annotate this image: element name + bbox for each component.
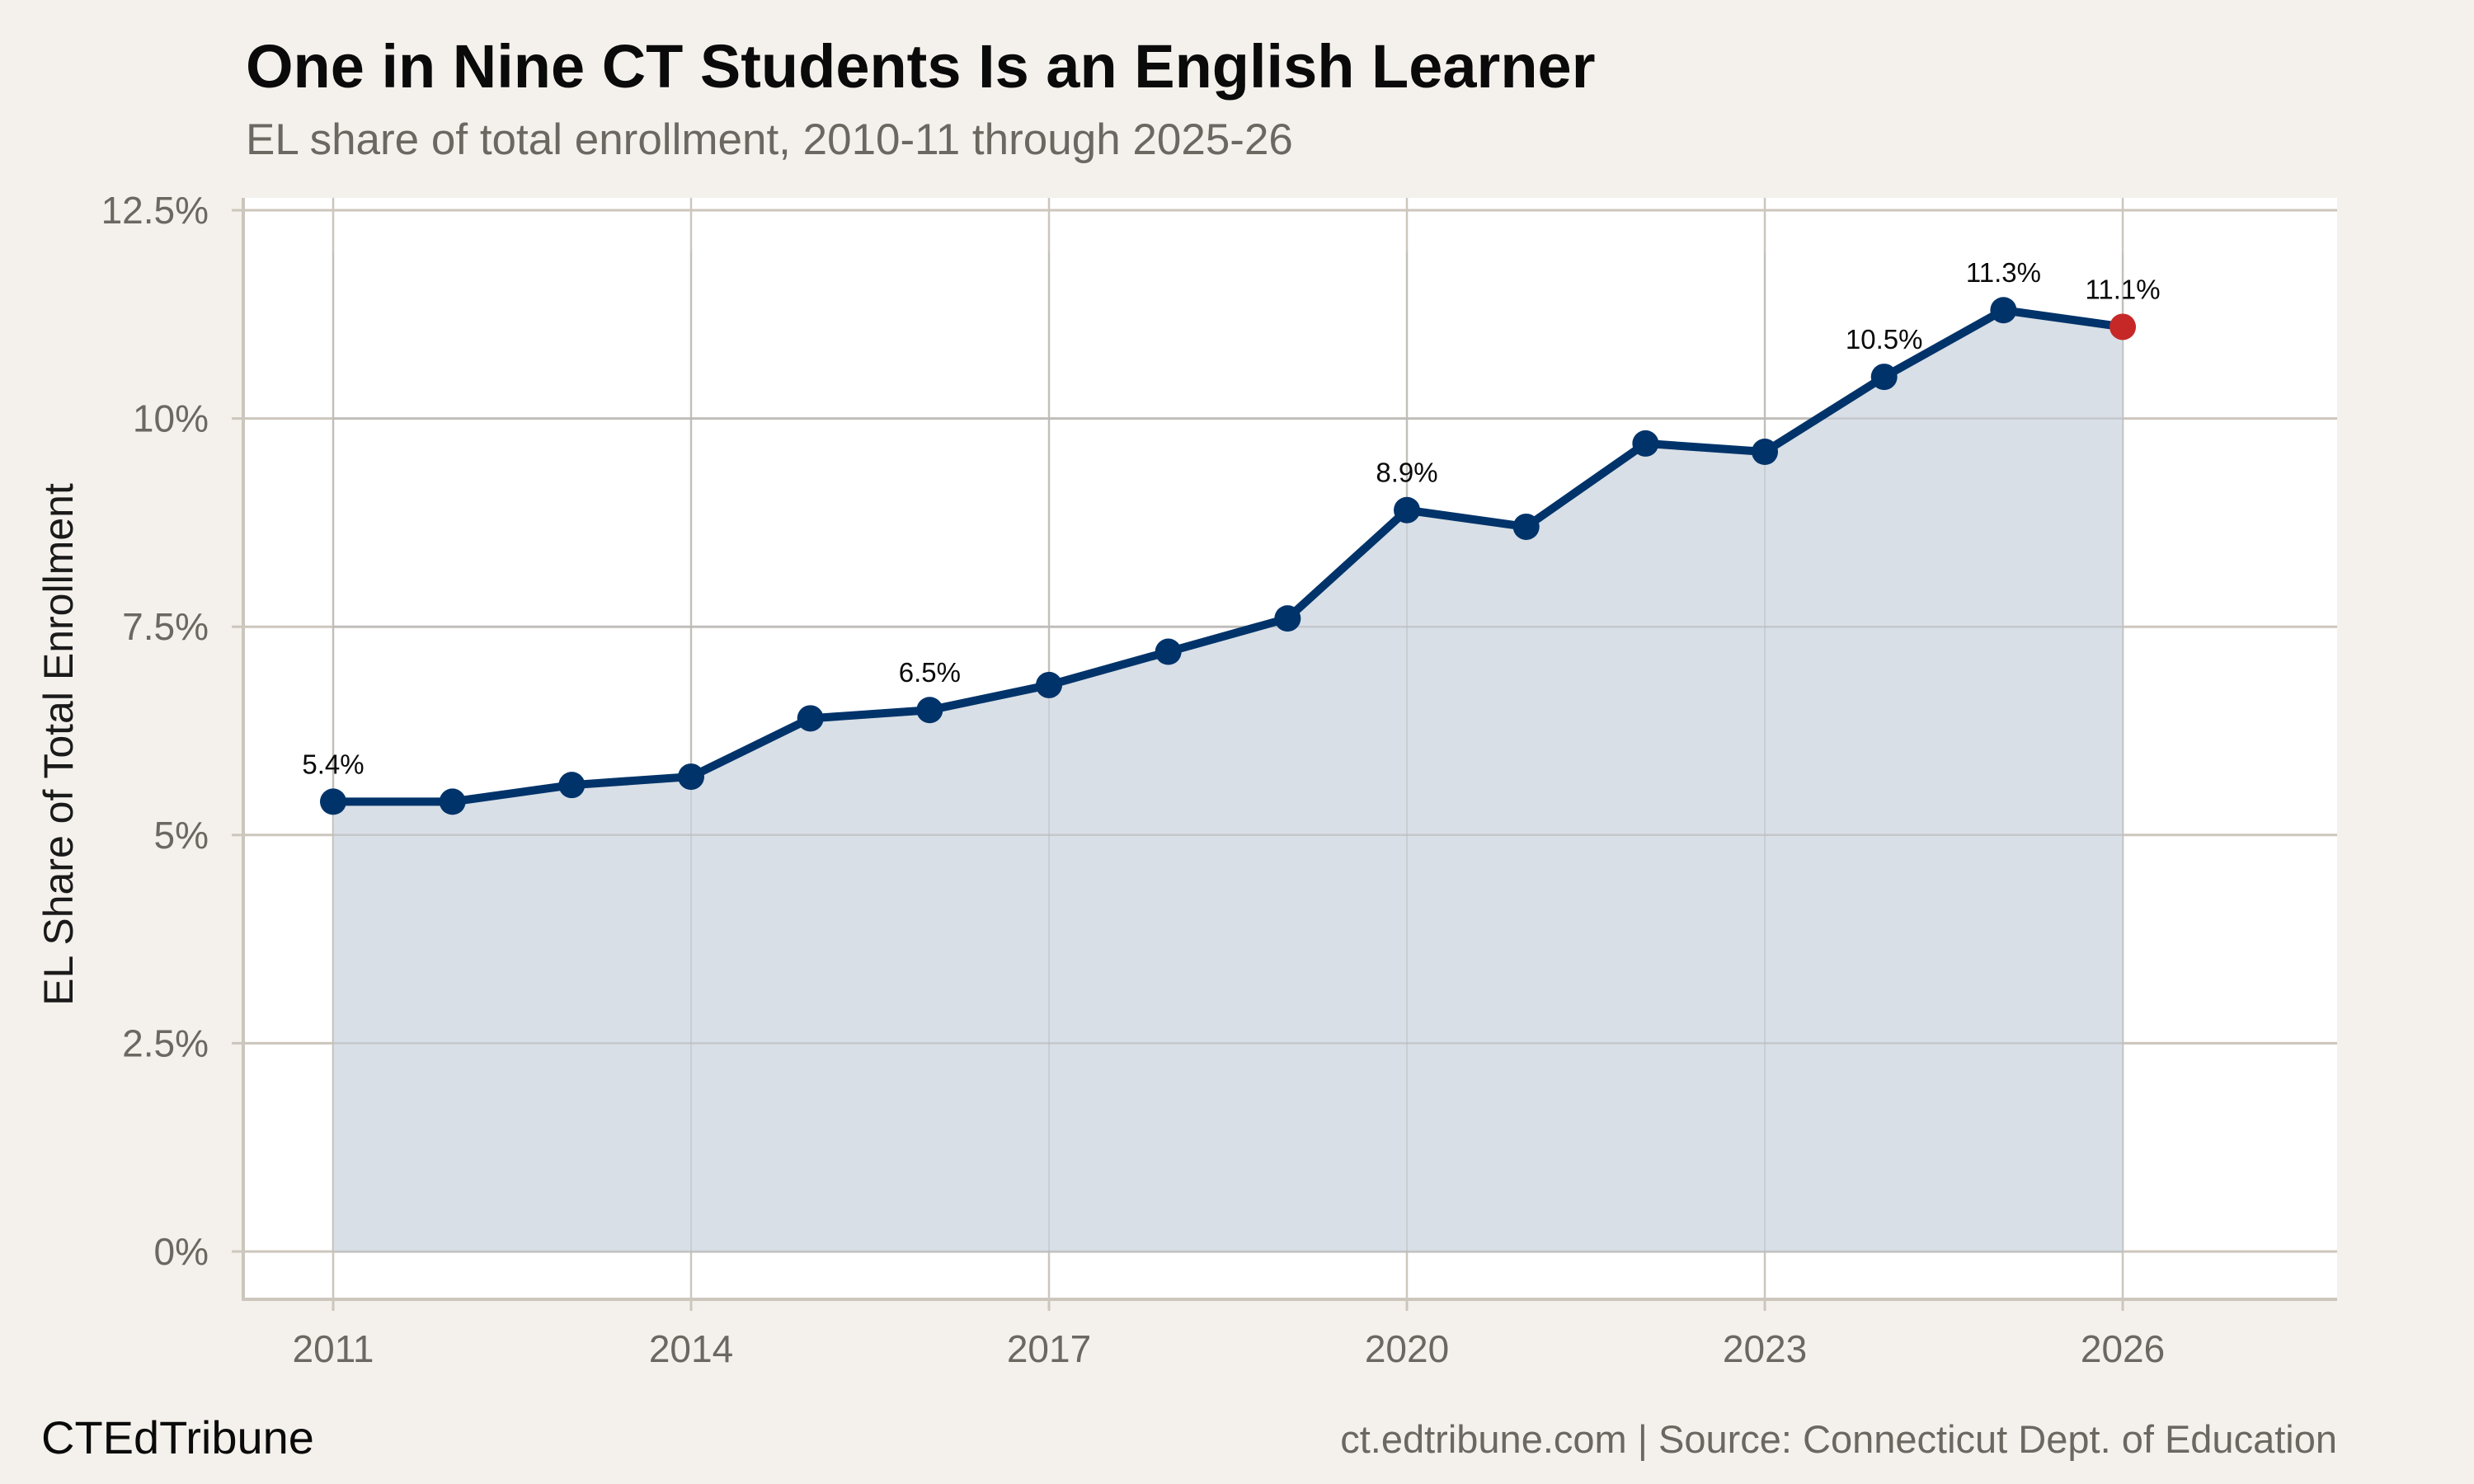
x-tick-label: 2011	[293, 1327, 374, 1370]
data-point	[916, 697, 943, 724]
tick-labels: 0% 2.5% 5% 7.5% 10% 12.5% 2011 2014 2017 2020 2023…	[101, 189, 2166, 1370]
x-tick-label: 2014	[649, 1327, 733, 1370]
data-points	[320, 297, 2137, 815]
data-point	[1870, 364, 1898, 391]
data-point	[678, 763, 705, 791]
y-tick-label: 12.5%	[101, 189, 209, 232]
data-point	[558, 772, 586, 799]
data-label: 6.5%	[899, 657, 961, 688]
brand-logo-text: CTEdTribune	[41, 1411, 314, 1463]
data-point	[320, 788, 346, 815]
data-point	[1274, 605, 1301, 632]
data-point	[1394, 496, 1421, 524]
area-fill	[333, 310, 2124, 1252]
data-point	[1036, 671, 1063, 698]
y-tick-label: 5%	[154, 814, 209, 857]
highlight-point	[2109, 313, 2137, 340]
data-label: 5.4%	[302, 749, 364, 779]
chart-title: One in Nine CT Students Is an English Le…	[246, 32, 1596, 101]
y-tick-label: 7.5%	[122, 605, 209, 648]
y-tick-label: 0%	[154, 1230, 209, 1273]
data-line	[329, 306, 2128, 806]
x-tick-label: 2026	[2081, 1327, 2165, 1370]
data-point	[1632, 430, 1659, 457]
axes	[232, 198, 2337, 1311]
x-tick-label: 2020	[1365, 1327, 1449, 1370]
source-credit: ct.edtribune.com | Source: Connecticut D…	[1340, 1417, 2337, 1461]
x-tick-label: 2023	[1723, 1327, 1807, 1370]
data-point	[1990, 297, 2017, 324]
data-point	[439, 788, 466, 815]
x-tick-label: 2017	[1007, 1327, 1091, 1370]
data-label: 10.5%	[1846, 324, 1923, 355]
gridlines-over-area	[332, 251, 2124, 1253]
data-label: 11.3%	[1966, 257, 2041, 288]
y-tick-label: 10%	[133, 397, 209, 440]
data-point	[797, 705, 824, 732]
data-point	[1155, 638, 1182, 665]
data-labels: 5.4% 6.5% 8.9% 10.5% 11.3% 11.1%	[302, 257, 2160, 779]
chart-subtitle: EL share of total enrollment, 2010-11 th…	[246, 115, 1293, 164]
data-point	[1512, 513, 1540, 540]
data-label: 11.1%	[2085, 274, 2160, 304]
data-label: 8.9%	[1376, 458, 1437, 488]
data-point	[1752, 439, 1779, 466]
y-tick-label: 2.5%	[122, 1021, 209, 1064]
